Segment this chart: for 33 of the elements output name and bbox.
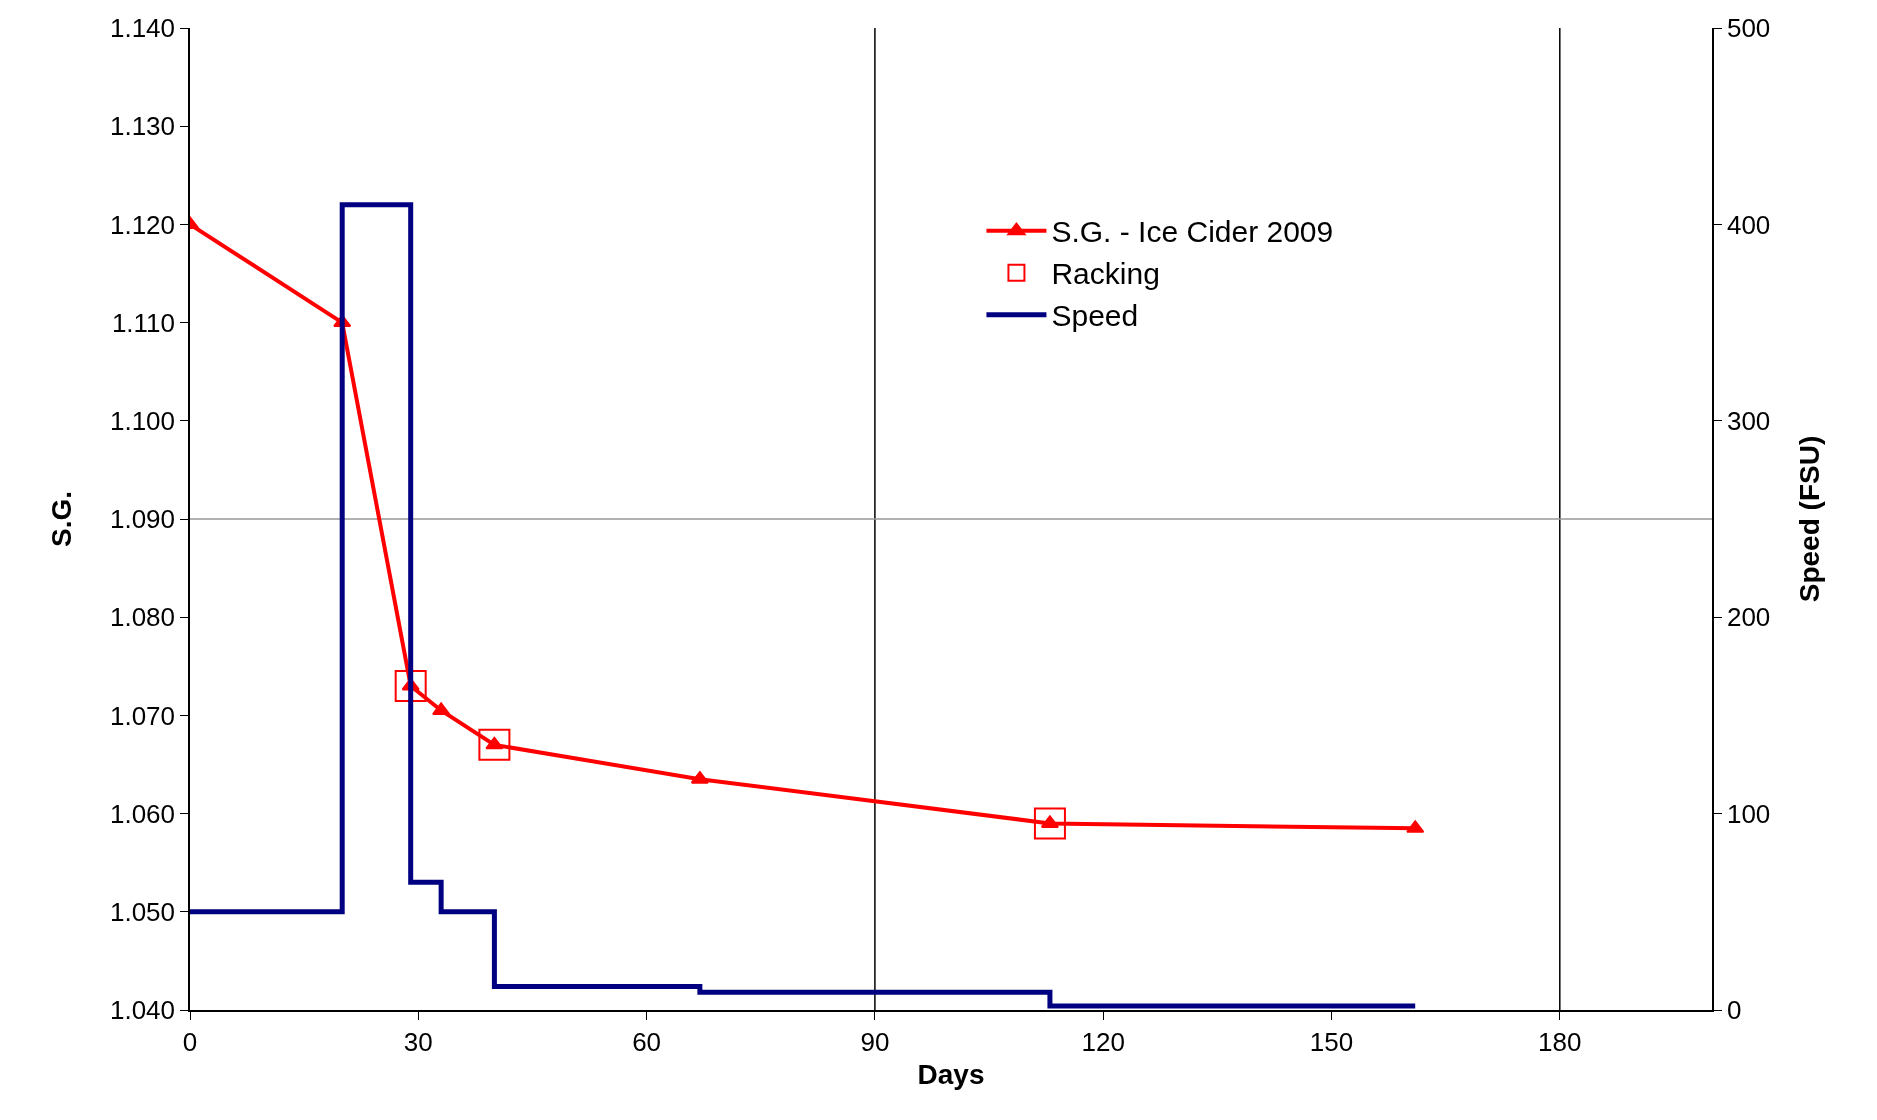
y-tick-label: 1.130 [109, 111, 176, 142]
y-tick-label: 1.040 [109, 995, 176, 1026]
legend-label: Racking [1051, 257, 1160, 291]
point [1033, 807, 1066, 840]
y-axis-title: S.G. [46, 490, 78, 548]
y-tick-label: 1.140 [109, 13, 176, 44]
legend-label: S.G. - Ice Cider 2009 [1051, 215, 1334, 249]
y-tick-label: 1.120 [109, 209, 176, 240]
x-tick-label: 30 [403, 1026, 433, 1057]
y2-tick-label: 100 [1726, 798, 1771, 829]
y-tick-label: 1.110 [111, 307, 176, 338]
x-tick-label: 120 [1081, 1026, 1125, 1057]
y-tick-label: 1.060 [109, 798, 176, 829]
y-tick-label: 1.090 [109, 504, 176, 535]
x-tick-label: 0 [182, 1026, 198, 1057]
y-tick-label: 1.050 [109, 896, 176, 927]
y2-axis-title: Speed (FSU) [1793, 435, 1825, 603]
x-tick-label: 90 [860, 1026, 890, 1057]
legend-label: Speed [1051, 299, 1139, 333]
y2-tick-label: 500 [1726, 13, 1771, 44]
y2-tick-label: 0 [1726, 995, 1742, 1026]
y-tick-label: 1.080 [109, 602, 176, 633]
y2-tick-label: 200 [1726, 602, 1771, 633]
point [478, 728, 511, 761]
x-axis-title: Days [917, 1058, 985, 1090]
x-tick-label: 60 [632, 1026, 662, 1057]
point [394, 669, 427, 702]
y2-tick-label: 400 [1726, 209, 1771, 240]
y-tick-label: 1.070 [109, 700, 176, 731]
x-tick-label: 180 [1538, 1026, 1582, 1057]
y2-tick-label: 300 [1726, 405, 1771, 436]
y-tick-label: 1.100 [109, 405, 176, 436]
x-tick-label: 150 [1309, 1026, 1354, 1057]
